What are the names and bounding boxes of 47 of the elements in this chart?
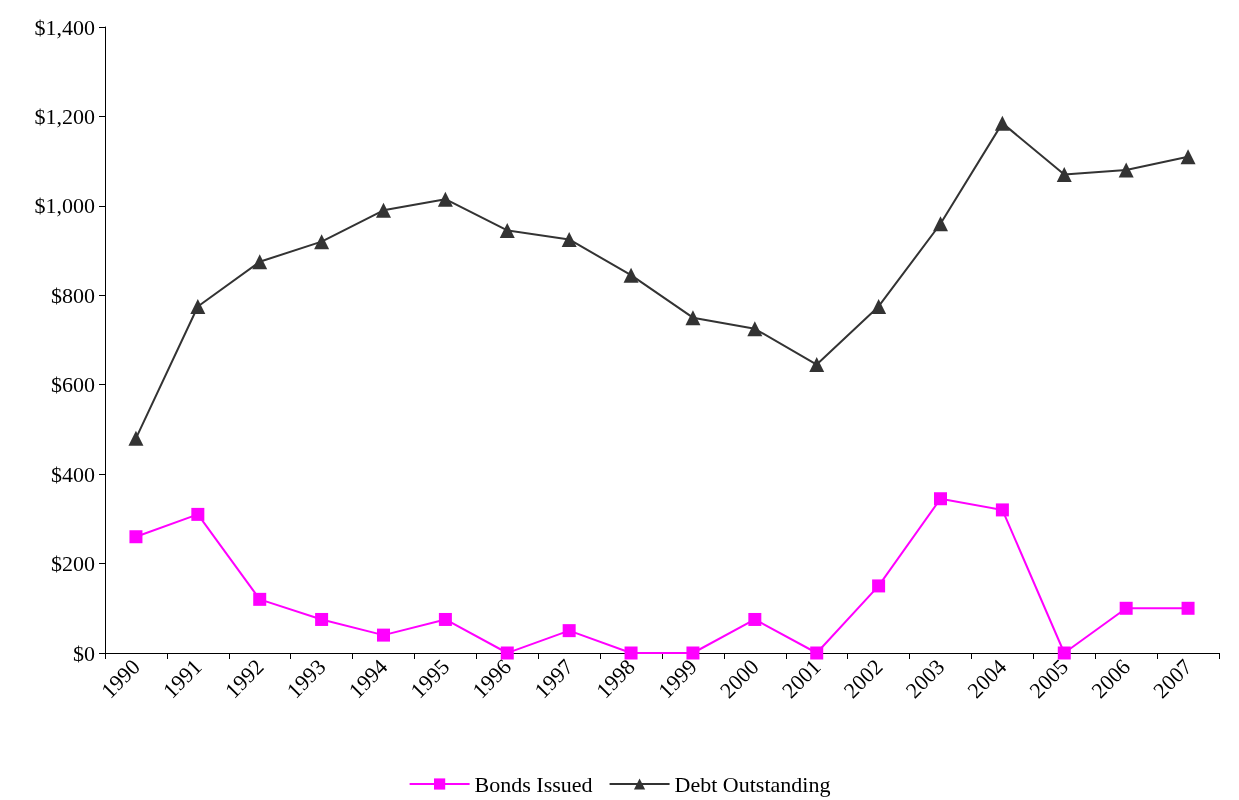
point xyxy=(438,612,452,626)
point xyxy=(499,222,515,238)
point xyxy=(377,628,390,642)
y-tick-label: $400 xyxy=(51,461,95,487)
point xyxy=(1180,149,1196,165)
point xyxy=(934,492,947,506)
point xyxy=(129,530,143,544)
point xyxy=(1118,162,1134,178)
point xyxy=(562,624,576,638)
point xyxy=(315,612,329,626)
point xyxy=(1181,601,1195,615)
legend-label: Bonds Issued xyxy=(474,771,593,797)
point xyxy=(933,216,948,232)
point xyxy=(747,321,763,337)
point xyxy=(190,298,206,314)
point xyxy=(1119,601,1133,615)
point xyxy=(623,267,639,283)
point xyxy=(748,612,762,626)
y-tick-label: $600 xyxy=(51,372,95,398)
point xyxy=(252,254,268,270)
point xyxy=(809,357,825,373)
point xyxy=(1057,646,1071,660)
y-tick-label: $1,200 xyxy=(34,103,95,129)
point xyxy=(624,646,638,660)
y-tick-label: $1,000 xyxy=(34,193,95,219)
x-tick-label: 1991 xyxy=(157,654,207,703)
point xyxy=(500,646,514,660)
point xyxy=(437,191,453,207)
point xyxy=(314,234,330,250)
point xyxy=(1056,167,1072,183)
y-tick-label: $200 xyxy=(51,551,95,577)
point xyxy=(871,298,887,314)
point xyxy=(872,579,886,593)
y-tick-label: $1,400 xyxy=(34,14,95,40)
point xyxy=(128,430,144,446)
point xyxy=(253,592,267,606)
point xyxy=(994,115,1010,131)
legend-label: Debt Outstanding xyxy=(674,771,831,797)
point xyxy=(686,646,700,660)
point xyxy=(191,507,205,521)
point xyxy=(810,646,824,660)
y-tick-label: $800 xyxy=(51,282,95,308)
point xyxy=(561,231,577,247)
y-tick-label: $0 xyxy=(73,640,95,666)
point xyxy=(995,503,1009,517)
point xyxy=(376,202,391,218)
point xyxy=(685,310,701,326)
